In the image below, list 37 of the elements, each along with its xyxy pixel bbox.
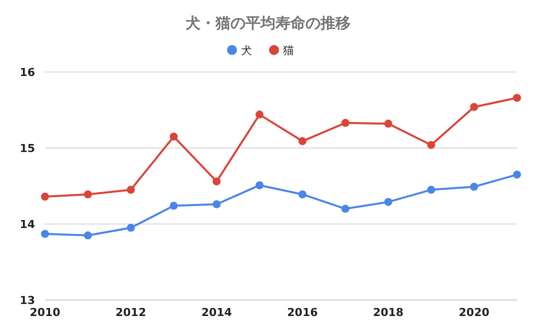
point	[384, 120, 392, 128]
x-tick-label: 2014	[201, 306, 232, 319]
point	[212, 200, 221, 208]
legend-label: 猫	[283, 44, 294, 57]
y-tick-label: 15	[20, 142, 35, 155]
y-tick-label: 14	[20, 218, 36, 231]
point	[298, 190, 306, 198]
y-tick-label: 13	[20, 294, 35, 307]
point	[427, 140, 436, 149]
point	[256, 110, 264, 119]
point	[427, 186, 436, 194]
point	[384, 198, 392, 206]
y-tick-label: 16	[20, 66, 36, 79]
point	[470, 102, 478, 111]
point	[41, 230, 49, 238]
point	[84, 231, 92, 240]
point	[256, 181, 264, 190]
point	[513, 170, 521, 179]
x-tick-label: 2016	[287, 306, 318, 319]
point	[470, 182, 478, 191]
x-tick-label: 2012	[116, 306, 146, 319]
point	[341, 204, 350, 213]
point	[84, 190, 92, 198]
x-tick-label: 2020	[458, 306, 490, 319]
point	[126, 186, 135, 194]
point	[170, 132, 178, 141]
legend-label: 犬	[241, 44, 252, 57]
x-tick-label: 2018	[372, 306, 404, 319]
point	[212, 177, 221, 186]
point	[170, 202, 178, 210]
point	[126, 224, 135, 232]
point	[341, 118, 350, 127]
point	[513, 94, 521, 102]
x-tick-label: 2010	[30, 306, 61, 319]
point	[41, 192, 49, 201]
point	[298, 137, 306, 146]
chart-title: 犬・猫の平均寿命の推移	[186, 14, 350, 32]
